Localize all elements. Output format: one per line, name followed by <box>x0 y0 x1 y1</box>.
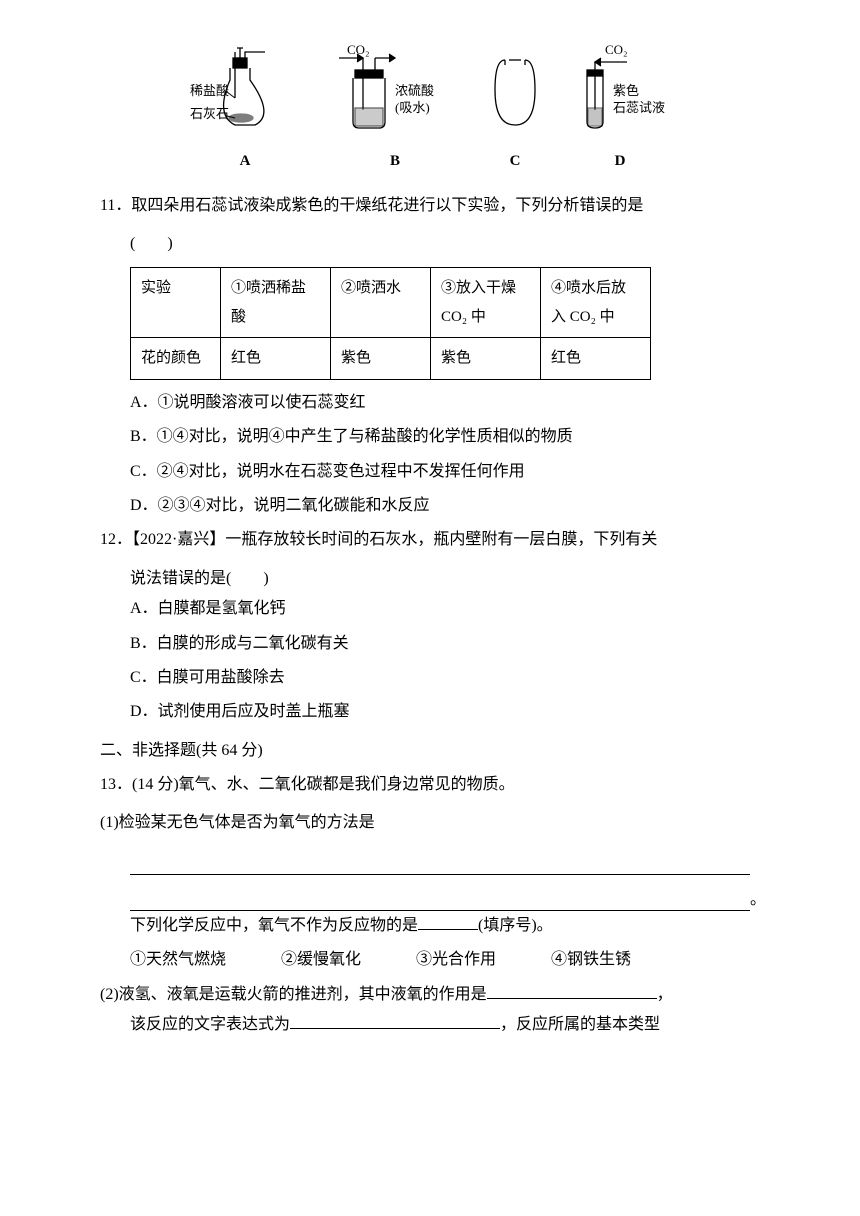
part2-a: (2)液氢、液氧是运载火箭的推进剂，其中液氧的作用是 <box>100 986 487 1003</box>
label-a: A <box>240 147 251 176</box>
q11-num: 11． <box>100 197 131 214</box>
q12-opt-c: C．白膜可用盐酸除去 <box>100 663 760 693</box>
part2-b: ， <box>657 986 673 1003</box>
apparatus-figure: 稀盐酸 石灰石 A CO₂ 浓硫酸 (吸水) B <box>100 40 760 176</box>
q12-opt-b: B．白膜的形成与二氧化碳有关 <box>100 629 760 659</box>
q11-stem: 11．取四朵用石蕊试液染成紫色的干燥纸花进行以下实验，下列分析错误的是 <box>100 191 760 221</box>
th-2: ②喷洒水 <box>331 268 431 338</box>
label-dilute-hcl: 稀盐酸 <box>190 83 229 98</box>
th-exp: 实验 <box>131 268 221 338</box>
opt-3: ③光合作用 <box>416 945 496 975</box>
label-h2so4: 浓硫酸 <box>395 83 434 98</box>
q11-paren: ( ) <box>100 229 760 259</box>
td-color: 花的颜色 <box>131 338 221 380</box>
blank-expression <box>290 1011 500 1029</box>
q12-opt-d: D．试剂使用后应及时盖上瓶塞 <box>100 697 760 727</box>
co2-label-d: CO₂ <box>605 42 628 57</box>
td-4: 红色 <box>541 338 651 380</box>
q13-stem: 13．(14 分)氧气、水、二氧化碳都是我们身边常见的物质。 <box>100 770 760 800</box>
bag-c-svg <box>485 40 545 145</box>
part2-d: ，反应所属的基本类型 <box>500 1016 660 1033</box>
apparatus-a: 稀盐酸 石灰石 A <box>185 40 305 176</box>
blank-line-1 <box>130 845 750 875</box>
q12-num: 12． <box>100 531 132 548</box>
opt-1: ①天然气燃烧 <box>130 945 226 975</box>
apparatus-c: C <box>485 40 545 176</box>
q12-stem: 12．【2022·嘉兴】一瓶存放较长时间的石灰水，瓶内壁附有一层白膜，下列有关 <box>100 525 760 555</box>
q13-text: (14 分)氧气、水、二氧化碳都是我们身边常见的物质。 <box>132 776 515 793</box>
apparatus-d: CO₂ 紫色 石蕊试液 D <box>565 40 675 176</box>
fill-intro-b: (填序号)。 <box>478 917 553 934</box>
td-1: 红色 <box>221 338 331 380</box>
table-row: 实验 ①喷洒稀盐酸 ②喷洒水 ③放入干燥CO₂ 中 ④喷水后放入 CO₂ 中 <box>131 268 651 338</box>
flask-a-svg: 稀盐酸 石灰石 <box>185 40 305 145</box>
q13-num: 13． <box>100 776 132 793</box>
q13-fill-intro: 下列化学反应中，氧气不作为反应物的是 (填序号)。 <box>100 911 760 941</box>
q13-part1: (1)检验某无色气体是否为氧气的方法是 <box>100 808 760 838</box>
td-2: 紫色 <box>331 338 431 380</box>
q12-text-a: 【2022·嘉兴】一瓶存放较长时间的石灰水，瓶内壁附有一层白膜，下列有关 <box>132 531 657 548</box>
label-absorb: (吸水) <box>395 100 430 115</box>
label-c: C <box>510 147 521 176</box>
opt-2: ②缓慢氧化 <box>281 945 361 975</box>
th-3: ③放入干燥CO₂ 中 <box>431 268 541 338</box>
label-purple: 紫色 <box>613 83 639 98</box>
part2-c: 该反应的文字表达式为 <box>130 1016 290 1033</box>
th-1: ①喷洒稀盐酸 <box>221 268 331 338</box>
bottle-b-svg: CO₂ 浓硫酸 (吸水) <box>325 40 465 145</box>
label-litmus: 石蕊试液 <box>613 100 665 115</box>
opt-4: ④钢铁生锈 <box>551 945 631 975</box>
q11-opt-b: B．①④对比，说明④中产生了与稀盐酸的化学性质相似的物质 <box>100 422 760 452</box>
fill-intro-a: 下列化学反应中，氧气不作为反应物的是 <box>130 917 418 934</box>
q11-text: 取四朵用石蕊试液染成紫色的干燥纸花进行以下实验，下列分析错误的是 <box>131 197 643 214</box>
apparatus-b: CO₂ 浓硫酸 (吸水) B <box>325 40 465 176</box>
q13-part2-line2: 该反应的文字表达式为 ，反应所属的基本类型 <box>100 1010 760 1040</box>
label-b: B <box>390 147 400 176</box>
q11-opt-c: C．②④对比，说明水在石蕊变色过程中不发挥任何作用 <box>100 457 760 487</box>
section-2-heading: 二、非选择题(共 64 分) <box>100 736 760 766</box>
q11-table: 实验 ①喷洒稀盐酸 ②喷洒水 ③放入干燥CO₂ 中 ④喷水后放入 CO₂ 中 花… <box>130 267 651 380</box>
blank-serial <box>418 912 478 930</box>
q13-options-row: ①天然气燃烧 ②缓慢氧化 ③光合作用 ④钢铁生锈 <box>100 945 760 975</box>
q11-opt-d: D．②③④对比，说明二氧化碳能和水反应 <box>100 491 760 521</box>
blank-line-2 <box>130 881 750 911</box>
blank-role <box>487 981 657 999</box>
th-4: ④喷水后放入 CO₂ 中 <box>541 268 651 338</box>
q13-part2-line1: (2)液氢、液氧是运载火箭的推进剂，其中液氧的作用是 ， <box>100 980 760 1010</box>
q11-opt-a: A．①说明酸溶液可以使石蕊变红 <box>100 388 760 418</box>
label-d: D <box>615 147 626 176</box>
q12-text-b: 说法错误的是( ) <box>100 564 760 594</box>
tube-d-svg: CO₂ 紫色 石蕊试液 <box>565 40 675 145</box>
td-3: 紫色 <box>431 338 541 380</box>
table-row: 花的颜色 红色 紫色 紫色 红色 <box>131 338 651 380</box>
q12-opt-a: A．白膜都是氢氧化钙 <box>100 594 760 624</box>
label-limestone: 石灰石 <box>190 106 229 121</box>
